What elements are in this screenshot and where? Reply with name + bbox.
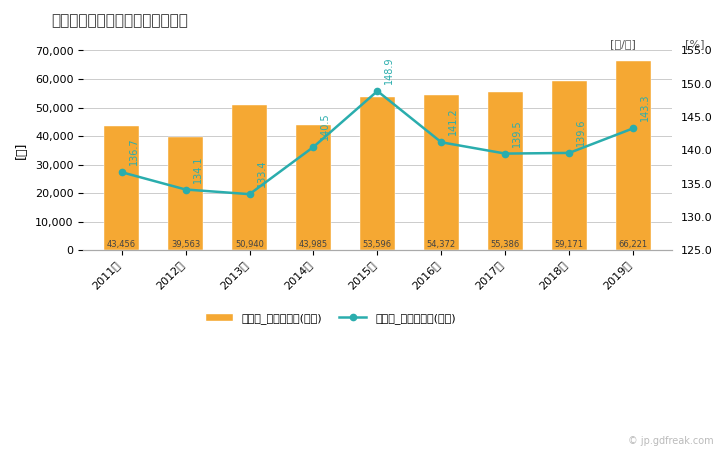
Text: 133.4: 133.4 (256, 160, 266, 187)
Bar (104, 126, 139, 250)
Text: 139.5: 139.5 (513, 119, 522, 147)
Y-axis label: [㎡]: [㎡] (15, 142, 28, 159)
Text: 50,940: 50,940 (235, 240, 264, 249)
Text: [%]: [%] (686, 39, 705, 49)
Bar (616, 61, 651, 250)
Text: 139.6: 139.6 (576, 118, 586, 146)
Bar (360, 97, 395, 250)
Text: 59,171: 59,171 (555, 240, 584, 249)
Text: 43,985: 43,985 (299, 240, 328, 249)
Bar (296, 125, 331, 250)
Bar (232, 105, 267, 250)
Bar (424, 95, 459, 250)
Text: 住宅用建築物の床面積合計の推移: 住宅用建築物の床面積合計の推移 (51, 13, 188, 28)
Text: 140.5: 140.5 (320, 112, 331, 140)
Text: 54,372: 54,372 (427, 240, 456, 249)
Legend: 住宅用_床面積合計(左軸), 住宅用_平均床面積(右軸): 住宅用_床面積合計(左軸), 住宅用_平均床面積(右軸) (200, 309, 460, 328)
Bar (552, 81, 587, 250)
Text: [㎡/棟]: [㎡/棟] (609, 39, 636, 49)
Text: 134.1: 134.1 (192, 155, 202, 183)
Text: 66,221: 66,221 (619, 240, 648, 249)
Text: 43,456: 43,456 (107, 240, 136, 249)
Bar (488, 92, 523, 250)
Text: 141.2: 141.2 (448, 108, 459, 135)
Text: © jp.gdfreak.com: © jp.gdfreak.com (628, 436, 713, 446)
Text: 39,563: 39,563 (171, 240, 200, 249)
Text: 148.9: 148.9 (384, 57, 395, 84)
Text: 53,596: 53,596 (363, 240, 392, 249)
Text: 55,386: 55,386 (491, 240, 520, 249)
Text: 136.7: 136.7 (129, 138, 138, 165)
Text: 143.3: 143.3 (640, 94, 650, 122)
Bar (168, 137, 203, 250)
